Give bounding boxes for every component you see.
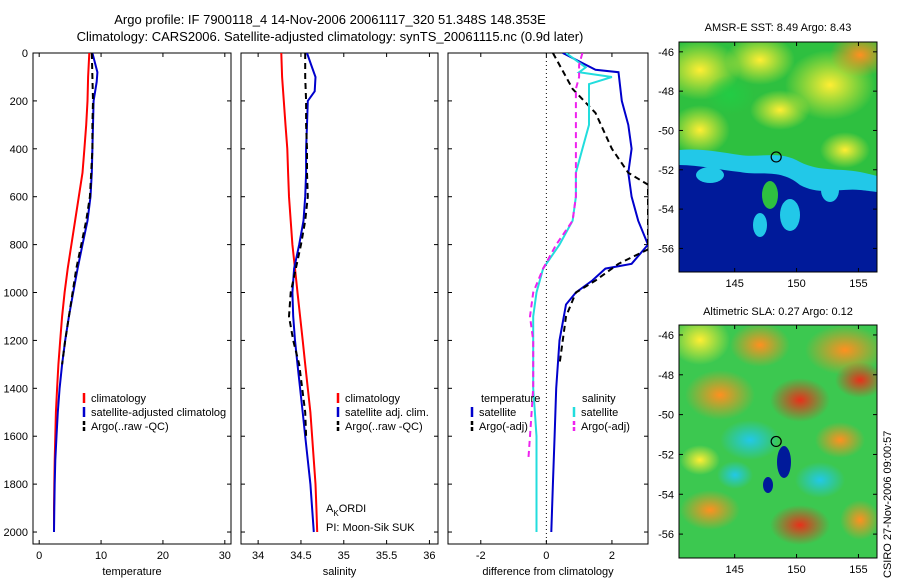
lat-tick-label: -46 <box>658 47 674 59</box>
sla-map-title: Altimetric SLA: 0.27 Argo: 0.12 <box>703 306 853 318</box>
lon-tick-label: 145 <box>726 278 744 290</box>
lat-tick-label: -56 <box>658 529 674 541</box>
lat-tick-label: -52 <box>658 165 674 177</box>
x-tick-label: 35.5 <box>376 550 397 562</box>
legend-column-title: temperature <box>481 393 540 405</box>
lon-tick-label: 150 <box>787 278 805 290</box>
temperature-axes-box <box>32 52 232 545</box>
salinity-axes-box <box>240 52 439 545</box>
y-tick-label: 600 <box>10 192 28 204</box>
lon-tick-label: 155 <box>849 564 867 576</box>
legend-label: satellite adj. clim. <box>345 407 429 419</box>
x-tick-label: -2 <box>476 550 486 562</box>
x-tick-label: 34.5 <box>290 550 311 562</box>
salinity-profile-panel: 34 34.5 35 35.5 36 salinity climatology satelli… <box>240 52 439 578</box>
temperature-x-axis-label: temperature <box>102 566 161 578</box>
y-tick-label: 2000 <box>4 527 28 539</box>
lat-tick-label: -46 <box>658 330 674 342</box>
lon-tick-label: 155 <box>849 278 867 290</box>
series-line <box>61 53 95 365</box>
x-tick-label: 36 <box>423 550 435 562</box>
figure-title-line2: Climatology: CARS2006. Satellite-adjuste… <box>76 29 584 44</box>
pi-label: PI: Moon-Sik SUK <box>326 522 415 534</box>
legend-label: climatology <box>91 393 147 405</box>
x-tick-label: 20 <box>157 550 169 562</box>
y-tick-label: 1000 <box>4 288 28 300</box>
legend-label: Argo(-adj) <box>479 421 528 433</box>
lon-tick-label: 150 <box>787 564 805 576</box>
argo-position-marker <box>770 151 782 163</box>
lat-tick-label: -48 <box>658 370 674 382</box>
legend-label: satellite <box>479 407 516 419</box>
difference-series-group <box>527 53 648 533</box>
legend-label: Argo(-adj) <box>581 421 630 433</box>
lon-tick-label: 145 <box>726 564 744 576</box>
x-tick-label: 10 <box>95 550 107 562</box>
y-tick-label: 1200 <box>4 335 28 347</box>
legend-label: Argo(..raw -QC) <box>345 421 423 433</box>
x-tick-label: 35 <box>338 550 350 562</box>
series-line <box>550 53 648 533</box>
y-tick-label: 400 <box>10 144 28 156</box>
series-line <box>291 53 317 533</box>
series-line <box>532 53 613 532</box>
credit-stamp: CSIRO 27-Nov-2006 09:00:57 <box>882 431 894 578</box>
legend-column-title: salinity <box>582 393 616 405</box>
series-line <box>280 53 319 533</box>
sla-map-panel: Altimetric SLA: 0.27 Argo: 0.12 -46 -48 -5… <box>658 306 878 576</box>
x-tick-label: 0 <box>36 550 42 562</box>
argo-position-marker <box>770 435 782 448</box>
series-line <box>53 53 99 533</box>
lat-tick-label: -52 <box>658 449 674 461</box>
legend-label: Argo(..raw -QC) <box>91 421 169 433</box>
institution-label: AKORDI <box>326 503 366 518</box>
lat-tick-label: -50 <box>658 410 674 422</box>
lat-tick-label: -50 <box>658 125 674 137</box>
legend-label: climatology <box>345 393 401 405</box>
y-tick-label: 1600 <box>4 431 28 443</box>
lat-tick-label: -56 <box>658 243 674 255</box>
difference-x-axis-label: difference from climatology <box>482 566 614 578</box>
lat-tick-label: -54 <box>658 489 674 501</box>
lat-tick-label: -54 <box>658 204 674 216</box>
y-tick-label: 800 <box>10 240 28 252</box>
sst-map-panel: AMSR-E SST: 8.49 Argo: 8.43 -46 -48 -50 -52… <box>658 22 878 290</box>
sst-map-title: AMSR-E SST: 8.49 Argo: 8.43 <box>705 22 852 34</box>
difference-profile-panel: -2 0 2 difference from climatology temperatu… <box>447 52 649 578</box>
legend-label: satellite <box>581 407 618 419</box>
x-tick-label: 34 <box>252 550 264 562</box>
series-line <box>552 53 648 365</box>
x-tick-label: 0 <box>543 550 549 562</box>
sla-map-field <box>679 325 877 558</box>
lat-tick-label: -48 <box>658 86 674 98</box>
legend-label: satellite-adjusted climatolog <box>91 407 226 419</box>
series-line <box>527 53 584 461</box>
series-line <box>287 53 309 437</box>
y-tick-label: 1800 <box>4 479 28 491</box>
salinity-x-axis-label: salinity <box>323 566 357 578</box>
sst-map-field <box>679 42 877 272</box>
salinity-series-group <box>280 53 319 533</box>
temperature-profile-panel: 0 200 400 600 800 1000 1200 1400 1600 1800 2000 0 10… <box>4 48 232 578</box>
x-tick-label: 2 <box>609 550 615 562</box>
figure-title-line1: Argo profile: IF 7900118_4 14-Nov-2006 2… <box>114 12 546 27</box>
x-tick-label: 30 <box>219 550 231 562</box>
y-tick-label: 200 <box>10 96 28 108</box>
y-tick-label: 1400 <box>4 383 28 395</box>
temperature-series-group <box>53 53 99 533</box>
difference-axes-box <box>447 52 649 545</box>
y-tick-label: 0 <box>22 48 28 60</box>
